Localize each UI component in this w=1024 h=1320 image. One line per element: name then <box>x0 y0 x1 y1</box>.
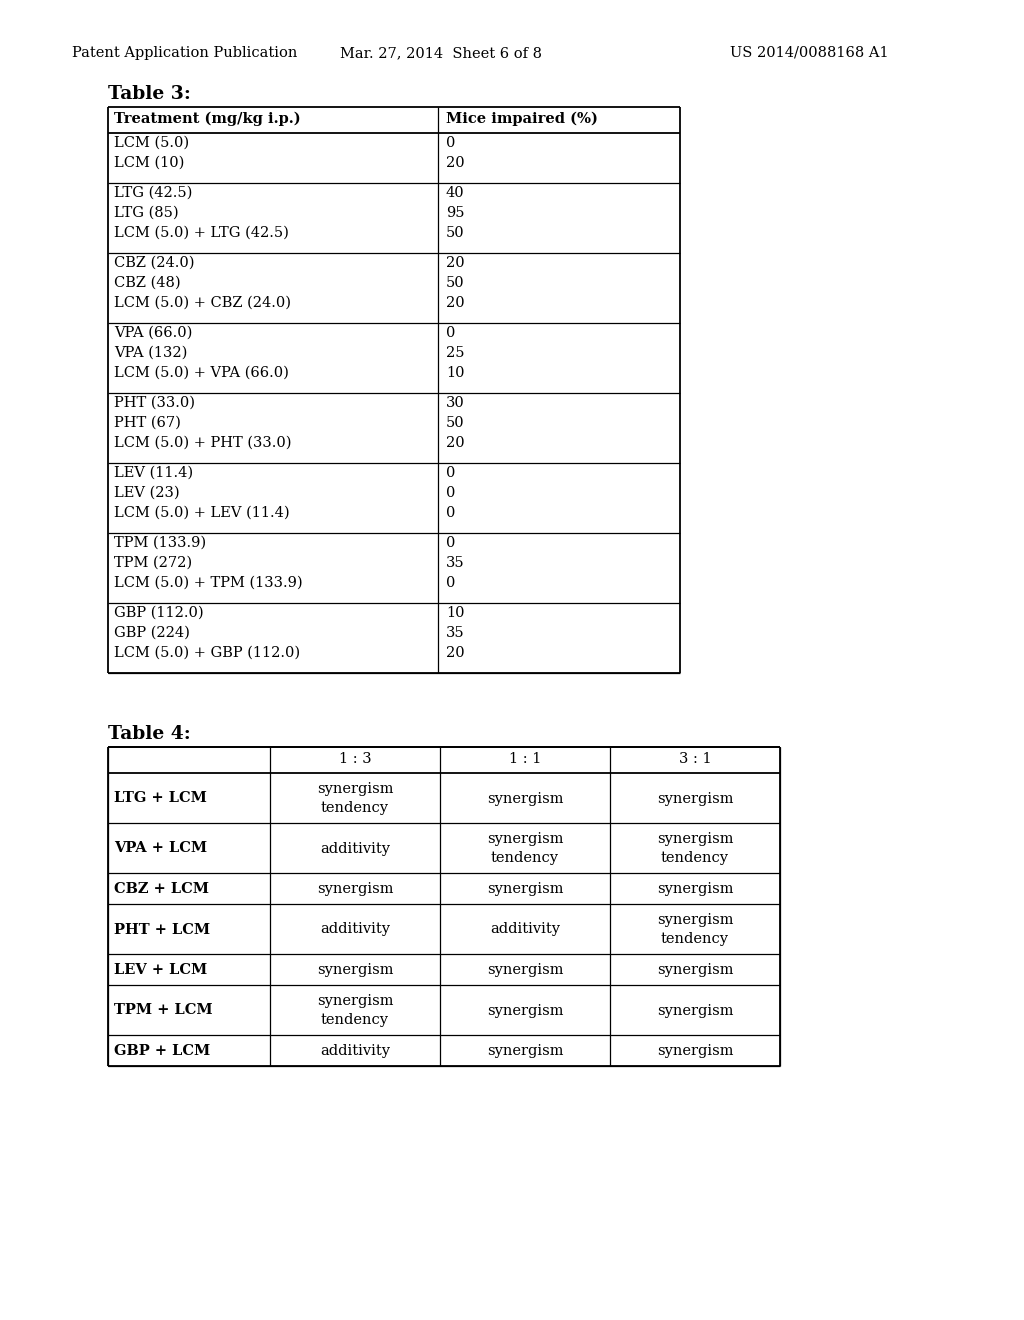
Text: synergism: synergism <box>656 1003 733 1018</box>
Text: LCM (5.0) + GBP (112.0): LCM (5.0) + GBP (112.0) <box>114 645 300 660</box>
Text: 30: 30 <box>446 396 465 411</box>
Text: 0: 0 <box>446 576 456 590</box>
Text: VPA (66.0): VPA (66.0) <box>114 326 193 341</box>
Text: Table 3:: Table 3: <box>108 84 190 103</box>
Text: tendency: tendency <box>321 801 389 814</box>
Text: LCM (5.0) + LEV (11.4): LCM (5.0) + LEV (11.4) <box>114 506 290 520</box>
Text: LTG (42.5): LTG (42.5) <box>114 186 193 201</box>
Text: synergism: synergism <box>316 882 393 896</box>
Text: 20: 20 <box>446 256 465 271</box>
Text: 20: 20 <box>446 436 465 450</box>
Text: 0: 0 <box>446 326 456 341</box>
Text: 1 : 1: 1 : 1 <box>509 752 542 766</box>
Text: 10: 10 <box>446 606 465 620</box>
Text: LCM (5.0) + TPM (133.9): LCM (5.0) + TPM (133.9) <box>114 576 303 590</box>
Text: synergism: synergism <box>486 882 563 896</box>
Text: LCM (5.0) + CBZ (24.0): LCM (5.0) + CBZ (24.0) <box>114 296 291 310</box>
Text: Mar. 27, 2014  Sheet 6 of 8: Mar. 27, 2014 Sheet 6 of 8 <box>340 46 542 59</box>
Text: 35: 35 <box>446 556 465 570</box>
Text: synergism: synergism <box>316 994 393 1008</box>
Text: tendency: tendency <box>662 932 729 946</box>
Text: 1 : 3: 1 : 3 <box>339 752 372 766</box>
Text: PHT (67): PHT (67) <box>114 416 181 430</box>
Text: LCM (5.0) + LTG (42.5): LCM (5.0) + LTG (42.5) <box>114 226 289 240</box>
Text: 95: 95 <box>446 206 465 220</box>
Text: 0: 0 <box>446 466 456 480</box>
Text: tendency: tendency <box>321 1012 389 1027</box>
Text: US 2014/0088168 A1: US 2014/0088168 A1 <box>730 46 889 59</box>
Text: 10: 10 <box>446 366 465 380</box>
Text: synergism: synergism <box>656 1044 733 1059</box>
Text: GBP + LCM: GBP + LCM <box>114 1044 210 1059</box>
Text: 0: 0 <box>446 536 456 550</box>
Text: additivity: additivity <box>490 923 560 936</box>
Text: 0: 0 <box>446 136 456 150</box>
Text: VPA + LCM: VPA + LCM <box>114 842 207 855</box>
Text: 3 : 1: 3 : 1 <box>679 752 712 766</box>
Text: synergism: synergism <box>656 882 733 896</box>
Text: synergism: synergism <box>656 964 733 977</box>
Text: CBZ (24.0): CBZ (24.0) <box>114 256 195 271</box>
Text: LEV (11.4): LEV (11.4) <box>114 466 194 480</box>
Text: TPM (272): TPM (272) <box>114 556 193 570</box>
Text: LEV (23): LEV (23) <box>114 486 179 500</box>
Text: GBP (112.0): GBP (112.0) <box>114 606 204 620</box>
Text: tendency: tendency <box>490 851 559 865</box>
Text: TPM (133.9): TPM (133.9) <box>114 536 206 550</box>
Text: Mice impaired (%): Mice impaired (%) <box>446 112 598 127</box>
Text: Treatment (mg/kg i.p.): Treatment (mg/kg i.p.) <box>114 112 301 127</box>
Text: 50: 50 <box>446 226 465 240</box>
Text: 20: 20 <box>446 156 465 170</box>
Text: 50: 50 <box>446 416 465 430</box>
Text: 35: 35 <box>446 626 465 640</box>
Text: synergism: synergism <box>486 964 563 977</box>
Text: CBZ (48): CBZ (48) <box>114 276 180 290</box>
Text: 20: 20 <box>446 645 465 660</box>
Text: synergism: synergism <box>656 832 733 846</box>
Text: 0: 0 <box>446 486 456 500</box>
Text: 50: 50 <box>446 276 465 290</box>
Text: TPM + LCM: TPM + LCM <box>114 1003 213 1018</box>
Text: additivity: additivity <box>319 842 390 855</box>
Text: 20: 20 <box>446 296 465 310</box>
Text: LCM (5.0) + VPA (66.0): LCM (5.0) + VPA (66.0) <box>114 366 289 380</box>
Text: PHT + LCM: PHT + LCM <box>114 923 210 936</box>
Text: synergism: synergism <box>486 832 563 846</box>
Text: 25: 25 <box>446 346 465 360</box>
Text: GBP (224): GBP (224) <box>114 626 189 640</box>
Text: tendency: tendency <box>662 851 729 865</box>
Text: additivity: additivity <box>319 1044 390 1059</box>
Text: synergism: synergism <box>316 781 393 796</box>
Text: LCM (5.0): LCM (5.0) <box>114 136 189 150</box>
Text: LCM (10): LCM (10) <box>114 156 184 170</box>
Text: synergism: synergism <box>486 1003 563 1018</box>
Text: LEV + LCM: LEV + LCM <box>114 964 207 977</box>
Text: LTG + LCM: LTG + LCM <box>114 792 207 805</box>
Text: PHT (33.0): PHT (33.0) <box>114 396 195 411</box>
Text: synergism: synergism <box>486 792 563 805</box>
Text: LTG (85): LTG (85) <box>114 206 178 220</box>
Text: 0: 0 <box>446 506 456 520</box>
Text: 40: 40 <box>446 186 465 201</box>
Text: synergism: synergism <box>316 964 393 977</box>
Text: additivity: additivity <box>319 923 390 936</box>
Text: VPA (132): VPA (132) <box>114 346 187 360</box>
Text: CBZ + LCM: CBZ + LCM <box>114 882 209 896</box>
Text: LCM (5.0) + PHT (33.0): LCM (5.0) + PHT (33.0) <box>114 436 292 450</box>
Text: Table 4:: Table 4: <box>108 725 190 743</box>
Text: Patent Application Publication: Patent Application Publication <box>72 46 297 59</box>
Text: synergism: synergism <box>656 913 733 927</box>
Text: synergism: synergism <box>656 792 733 805</box>
Text: synergism: synergism <box>486 1044 563 1059</box>
